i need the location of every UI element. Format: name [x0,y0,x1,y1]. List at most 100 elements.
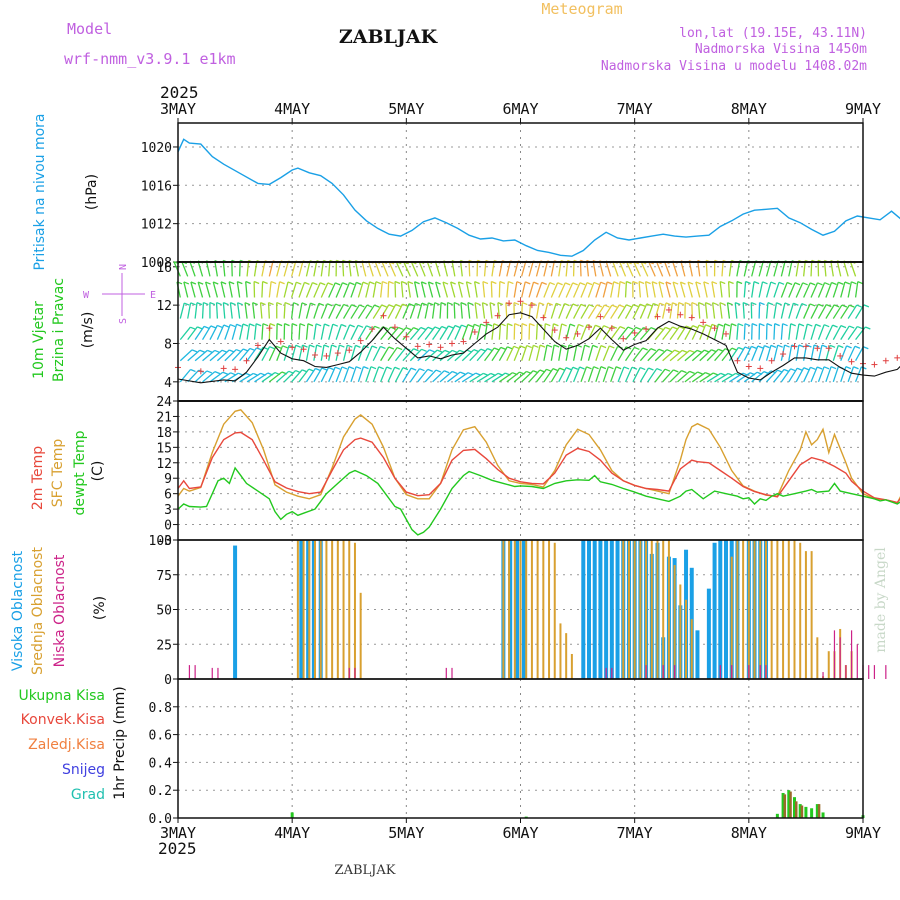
mid-cloud-bar [553,542,556,679]
wind-barb [640,261,649,277]
wind-barb-flag [386,366,392,370]
wind-barb [450,281,456,298]
wind-barb [765,345,772,361]
wind-barb [432,349,446,362]
legend-freezing-rain: Zaledj.Kisa [28,737,105,753]
precip-ytick-label: 0.2 [149,784,172,799]
legend-hail: Grad [71,787,105,803]
wind-barb [283,260,290,277]
wind-barb [474,302,478,319]
mid-cloud-bar [314,540,316,679]
wind-barb-flag [555,302,562,306]
mid-cloud-bar [513,540,516,679]
wind-barb-flag [727,302,733,306]
wind-barb-flag [806,344,812,348]
wind-barb-flag [611,325,618,329]
mid-cloud-bar [799,542,802,679]
wind-barb-flag [666,349,673,353]
wind-barb [617,304,627,319]
wind-barb [276,281,281,298]
wind-barb [468,260,471,277]
wind-barb-flag [604,304,610,308]
precip-ytick-label: 0.4 [149,756,173,771]
wind-barb [765,302,769,319]
wind-barb [832,366,839,383]
wind-barb [572,366,581,383]
wind-barb [736,372,751,383]
mid-cloud-bar [816,637,819,679]
wind-barb-flag [427,368,434,372]
wind-barb [424,302,429,319]
wind-barb [476,372,492,383]
wind-barb [380,366,388,383]
wind-barb [224,349,237,362]
wind-barb-flag [435,369,442,373]
wind-barb [632,347,644,362]
wind-barb-flag [692,325,698,329]
x-tick-bottom: 4MAY [274,824,310,842]
wind-barb-flag [369,281,375,285]
wind-barb-flag [410,367,417,371]
wind-barb [671,260,679,277]
wind-barb-flag [557,282,563,286]
wind-barb [558,303,566,319]
low-cloud-bar [850,630,853,679]
wind-barb-flag [705,324,711,328]
wind-barb [305,260,311,277]
compass-w: W [83,290,90,301]
wind-barb-flag [428,302,434,306]
wind-barb-flag [829,344,836,348]
wind-barb-flag [863,304,870,308]
wind-barb [602,281,608,298]
wind-barb [447,349,461,362]
wind-barb-field [173,259,871,383]
wind-barb-flag [366,304,373,308]
wind-barb-flag [229,323,236,328]
wind-barb [194,302,198,319]
wind-barb [491,347,502,362]
wind-barb-flag [650,327,657,331]
wind-barb [595,325,605,340]
mid-cloud-bar [810,551,813,679]
wind-barb [328,282,336,298]
high-cloud-bar [592,540,597,679]
wind-barb [402,303,410,319]
wind-barb [721,323,726,340]
wind-barb [261,260,266,277]
wind-barb-flag [798,323,805,327]
wind-barb [202,371,216,383]
wind-barb [276,345,284,361]
wind-barb [481,302,486,319]
wind-barb [751,281,755,298]
wind-barb-flag [308,368,315,372]
wind-barb [506,281,509,298]
low-cloud-bar [765,665,767,679]
wind-barb-flag [482,280,489,285]
mid-cloud-bar [793,540,796,679]
wind-barb [704,302,708,319]
wind-barb-flag [395,303,401,308]
wind-barb-flag [516,281,523,285]
high-cloud-bar [306,540,311,679]
wind-barb [742,302,745,319]
wind-barb [543,344,548,361]
wind-barb [194,326,205,341]
wind-barb-flag [413,327,419,331]
wind-barb [669,349,683,362]
wind-barb-flag [434,302,440,306]
wind-barb [840,281,846,298]
wind-barb-flag [486,323,493,327]
mid-cloud-label: Srednja Oblacnost [30,547,46,675]
wind-barb [624,347,635,362]
wind-barb [209,325,218,340]
temp2m-line [177,431,900,504]
wind-barb [639,327,652,341]
wind-barb-flag [356,281,362,285]
wind-barb [625,326,637,341]
wind-barb [261,281,264,298]
wind-barb [727,281,731,298]
wind-barb-flag [500,346,506,350]
wind-barb [677,349,691,362]
wind-barb-flag [803,367,810,371]
